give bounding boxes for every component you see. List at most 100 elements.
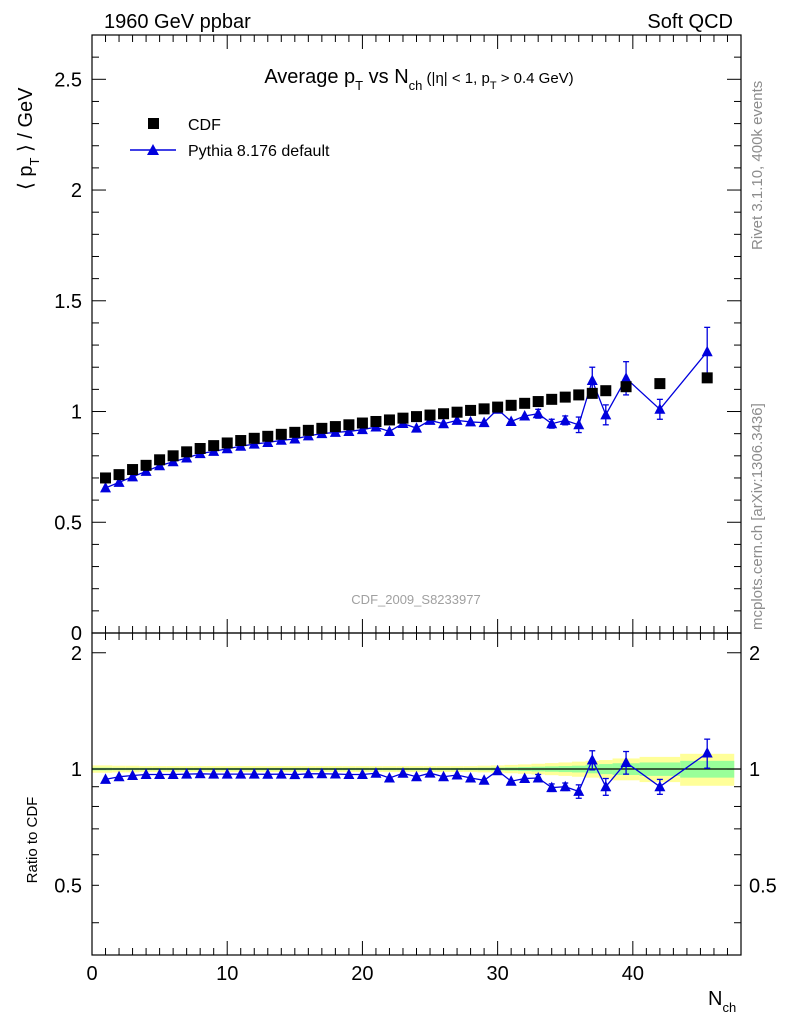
ratio-point xyxy=(519,772,531,784)
ratio-point xyxy=(620,756,632,767)
mc-point xyxy=(620,372,632,383)
main-ytick-label: 1.5 xyxy=(54,291,82,313)
ratio-ytick-label-right: 2 xyxy=(749,643,760,665)
ratio-point xyxy=(140,768,152,779)
ratio-point xyxy=(559,780,571,792)
mc-point xyxy=(573,418,585,430)
mc-point xyxy=(478,416,490,428)
cdf-point xyxy=(343,419,355,431)
ratio-ytick-label-right: 1 xyxy=(749,759,760,781)
mc-point xyxy=(701,345,713,357)
ratio-point xyxy=(701,747,713,758)
main-y-axis-label: ⟨ pT ⟩ / GeV xyxy=(15,87,42,190)
ratio-point xyxy=(194,767,206,779)
mc-point xyxy=(127,470,139,482)
ratio-point xyxy=(329,767,341,779)
ratio-point xyxy=(316,767,328,779)
cdf-point xyxy=(701,372,713,384)
cdf-point xyxy=(194,443,206,455)
mcplots-label: mcplots.cern.ch [arXiv:1306.3436] xyxy=(749,403,766,630)
cdf-point xyxy=(397,412,409,424)
ratio-point xyxy=(546,781,558,793)
mc-point xyxy=(411,422,422,433)
cdf-point xyxy=(127,464,139,476)
ratio-point xyxy=(113,770,125,782)
ratio-point xyxy=(397,767,409,778)
ratio-point xyxy=(478,774,490,785)
main-axis-ticks xyxy=(91,35,742,634)
legend-mc-label: Pythia 8.176 default xyxy=(188,143,330,160)
mc-point xyxy=(465,415,477,427)
mc-point xyxy=(383,425,395,436)
cdf-point xyxy=(208,440,220,452)
ratio-point xyxy=(235,768,247,779)
x-tick-label: 0 xyxy=(86,963,97,985)
legend: CDF Pythia 8.176 default xyxy=(130,117,330,160)
ratio-point xyxy=(505,775,517,786)
ratio-point xyxy=(451,769,463,780)
cdf-point xyxy=(586,387,598,399)
cdf-point xyxy=(478,403,490,415)
mc-point xyxy=(654,403,666,414)
x-tick-label: 10 xyxy=(216,963,238,985)
main-ytick-label: 1 xyxy=(71,402,82,424)
ratio-point xyxy=(181,768,193,779)
ratio-point xyxy=(370,767,382,778)
cdf-point xyxy=(113,469,125,481)
ratio-point xyxy=(654,780,666,792)
cdf-point xyxy=(248,432,260,444)
main-series xyxy=(100,326,713,493)
cdf-point xyxy=(519,397,531,409)
mc-point xyxy=(451,414,463,425)
mc-point xyxy=(438,417,450,429)
cdf-point xyxy=(451,406,463,418)
ratio-panel: 0.5 1 2 0.5 1 2 0 10 20 30 40 Ratio to CDF Nch xyxy=(24,632,777,1015)
ratio-point xyxy=(343,768,355,779)
header-left: 1960 GeV ppbar xyxy=(104,11,251,33)
cdf-point xyxy=(465,404,477,416)
cdf-point xyxy=(221,437,233,449)
mc-point xyxy=(343,425,355,436)
ratio-axis-ticks xyxy=(91,633,742,955)
ratio-point xyxy=(127,769,139,781)
main-title: Average pT vs Nch (|η| < 1, pT > 0.4 GeV… xyxy=(264,66,573,93)
ratio-point xyxy=(356,768,368,779)
ratio-point xyxy=(289,768,301,780)
cdf-point xyxy=(546,393,558,405)
cdf-point xyxy=(620,381,632,393)
ratio-point xyxy=(208,768,220,779)
ratio-ytick-label-right: 0.5 xyxy=(749,875,777,897)
ratio-point xyxy=(167,768,179,779)
cdf-point xyxy=(411,411,422,423)
x-axis-label: Nch xyxy=(708,988,736,1015)
ratio-point xyxy=(600,780,612,792)
cdf-point xyxy=(100,472,112,484)
mc-point xyxy=(505,415,517,426)
main-panel: 0 0.5 1 1.5 2 2.5 Average pT vs Nch (|η| < 1,… xyxy=(15,34,742,645)
ratio-ytick-label: 1 xyxy=(71,759,82,781)
ratio-frame xyxy=(91,632,742,956)
rivet-label: Rivet 3.1.10, 400k events xyxy=(749,81,766,250)
cdf-point xyxy=(262,430,274,442)
main-ytick-label: 2.5 xyxy=(54,69,82,91)
cdf-point xyxy=(316,422,328,434)
ratio-point xyxy=(465,771,477,783)
ratio-point xyxy=(275,768,287,779)
cdf-point xyxy=(438,408,450,420)
legend-cdf-label: CDF xyxy=(188,117,221,134)
x-tick-label: 40 xyxy=(622,963,644,985)
cdf-point xyxy=(654,378,666,390)
legend-mc-marker xyxy=(147,144,159,155)
cdf-point xyxy=(424,409,436,421)
ratio-ytick-label: 2 xyxy=(71,643,82,665)
mc-point xyxy=(289,432,301,444)
cdf-point xyxy=(181,446,193,458)
cdf-point xyxy=(356,417,368,429)
ratio-ytick-label: 0.5 xyxy=(54,875,82,897)
cdf-point xyxy=(275,428,287,440)
ratio-point xyxy=(383,771,395,783)
main-ytick-label: 0.5 xyxy=(54,512,82,534)
cdf-point xyxy=(559,391,571,403)
main-ytick-label: 2 xyxy=(71,180,82,202)
ratio-y-tick-labels: 0.5 1 2 xyxy=(54,643,82,898)
